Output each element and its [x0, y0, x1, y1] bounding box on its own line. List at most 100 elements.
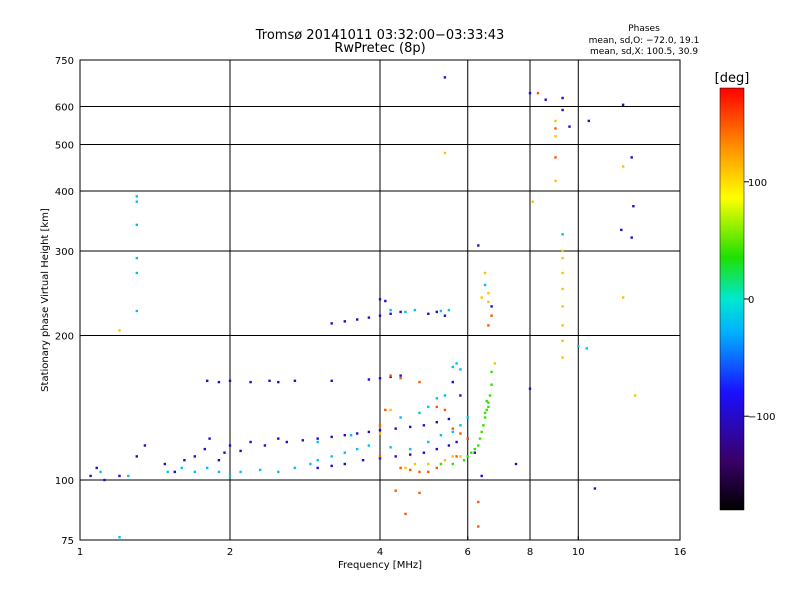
data-point	[477, 244, 480, 247]
data-point	[343, 462, 346, 466]
data-point	[316, 440, 319, 444]
data-point	[483, 411, 487, 415]
data-point	[487, 401, 490, 404]
data-point	[378, 298, 382, 301]
data-point	[135, 256, 138, 260]
colorbar-tick-label: 100	[748, 178, 767, 189]
data-point	[343, 434, 346, 437]
x-tick-label: 6	[465, 547, 471, 558]
phases-line-x: mean, sd,X: 100.5, 30.9	[590, 47, 698, 57]
data-point	[367, 378, 371, 381]
data-point	[427, 470, 430, 474]
data-point	[462, 459, 466, 462]
colorbar-label: [deg]	[715, 71, 750, 86]
data-point	[427, 462, 430, 466]
phases-line-o: mean, sd,O: −72.0, 19.1	[589, 36, 700, 46]
data-point	[330, 455, 333, 458]
data-point	[514, 462, 518, 466]
data-point	[389, 446, 392, 449]
data-point	[263, 444, 267, 447]
data-point	[316, 466, 319, 470]
y-tick-labels: 75 100 200 300 400 500 600 750	[55, 56, 84, 547]
data-point	[531, 200, 534, 203]
data-point	[493, 362, 496, 365]
data-point	[435, 447, 438, 451]
data-point	[451, 455, 454, 458]
data-point	[418, 380, 421, 384]
data-point	[409, 453, 412, 456]
data-point	[483, 271, 487, 275]
data-point	[443, 151, 447, 155]
data-point	[470, 451, 473, 454]
data-point	[480, 296, 483, 299]
data-point	[118, 329, 121, 332]
data-point	[409, 468, 412, 472]
data-point	[621, 296, 625, 299]
y-tick-label: 75	[61, 536, 74, 547]
data-point	[480, 474, 483, 478]
data-point	[135, 195, 138, 198]
data-point	[193, 455, 196, 458]
data-point	[173, 470, 176, 474]
data-point	[389, 408, 392, 412]
data-point	[487, 324, 490, 327]
data-point	[389, 374, 392, 377]
data-point	[455, 455, 458, 458]
data-point	[277, 470, 280, 474]
data-point	[394, 455, 397, 458]
data-point	[490, 314, 493, 317]
data-point	[378, 424, 382, 427]
data-point	[451, 380, 454, 384]
data-point	[384, 408, 387, 412]
data-point	[632, 205, 635, 208]
data-point	[422, 424, 426, 427]
x-tick-labels: 1 2 4 6 8 10 16	[77, 536, 686, 558]
colorbar	[719, 87, 745, 511]
x-tick-label: 4	[377, 547, 383, 558]
data-point	[482, 424, 485, 427]
data-point	[451, 430, 454, 434]
data-point	[418, 491, 421, 495]
data-point	[568, 125, 571, 128]
data-point	[349, 434, 353, 437]
data-point	[466, 437, 469, 440]
data-point	[135, 271, 138, 275]
data-point	[418, 470, 421, 474]
data-point	[330, 464, 333, 468]
data-point	[208, 437, 211, 440]
data-point	[399, 466, 402, 470]
y-tick-label: 600	[55, 103, 74, 114]
data-point	[356, 432, 359, 435]
data-point	[455, 440, 458, 444]
data-point	[451, 365, 454, 369]
data-point	[228, 444, 232, 447]
data-point	[163, 462, 166, 466]
data-point	[399, 310, 402, 314]
data-point	[367, 444, 371, 447]
data-point	[217, 459, 221, 462]
data-point	[378, 429, 382, 432]
data-point	[536, 91, 540, 95]
data-point	[439, 434, 443, 437]
phases-heading: Phases	[628, 24, 660, 34]
data-point	[459, 455, 462, 458]
data-point	[451, 427, 454, 430]
data-point	[477, 500, 480, 504]
data-point	[447, 308, 451, 312]
data-points	[89, 76, 637, 539]
data-point	[217, 470, 221, 474]
x-tick-label: 8	[527, 547, 533, 558]
data-point	[561, 256, 564, 260]
data-point	[435, 310, 438, 314]
data-point	[473, 447, 476, 451]
data-point	[466, 455, 469, 458]
data-point	[223, 451, 226, 454]
data-point	[301, 439, 304, 442]
data-point	[330, 379, 333, 382]
data-point	[409, 447, 412, 451]
data-point	[330, 322, 333, 325]
data-point	[135, 309, 138, 313]
data-point	[621, 103, 625, 106]
data-point	[309, 462, 312, 466]
